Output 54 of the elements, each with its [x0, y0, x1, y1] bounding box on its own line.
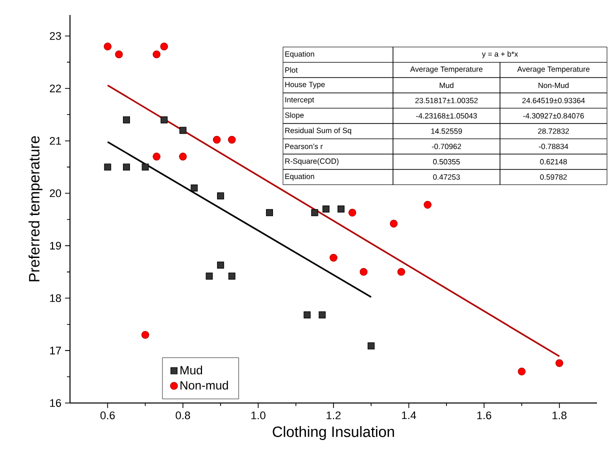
point [104, 164, 112, 171]
point [217, 262, 224, 269]
point [555, 359, 564, 368]
point [142, 164, 149, 171]
point [115, 50, 123, 58]
x-tick-label: 0.8 [176, 412, 190, 420]
y-axis-title: Preferred temperature [28, 136, 42, 282]
x-tick-label: 1.6 [477, 412, 492, 420]
point [397, 268, 406, 276]
x-tick-label: 1.2 [326, 412, 341, 420]
y-tick-label: 22 [50, 84, 61, 92]
y-tick-label: 21 [50, 137, 61, 145]
point [518, 368, 526, 376]
point [318, 311, 326, 318]
point [322, 206, 330, 212]
point [160, 42, 168, 50]
legend-label: Mud [180, 366, 202, 374]
point [228, 136, 236, 144]
point [217, 192, 224, 200]
point [160, 116, 168, 124]
x-tick-label: 0.6 [100, 412, 115, 420]
point [368, 342, 375, 350]
point [304, 311, 311, 318]
point [311, 209, 318, 216]
y-tick-label: 18 [50, 294, 62, 302]
point [424, 200, 432, 209]
point [348, 208, 356, 217]
point [390, 220, 398, 228]
point [179, 152, 187, 160]
y-tick-label: 23 [50, 32, 62, 40]
y-tick-label: 20 [50, 189, 62, 198]
point [104, 42, 112, 50]
point [228, 272, 236, 280]
point [206, 272, 213, 280]
legend-label: Non-mud [180, 380, 228, 390]
y-tick-label: 16 [50, 399, 62, 407]
point [338, 206, 345, 212]
point [141, 330, 150, 339]
point [122, 164, 130, 171]
x-tick-label: 1.0 [251, 412, 266, 420]
x-tick-label: 1.8 [552, 412, 566, 420]
point [152, 152, 160, 160]
y-tick-label: 17 [50, 346, 61, 354]
x-axis-title: Clothing Insulation [272, 426, 394, 440]
point [152, 50, 160, 58]
point [212, 136, 221, 144]
point [122, 116, 130, 124]
point [360, 268, 368, 276]
point [179, 126, 186, 134]
point [266, 209, 273, 216]
point [330, 254, 338, 262]
point [190, 184, 198, 192]
x-tick-label: 1.4 [402, 412, 416, 420]
y-tick-label: 19 [50, 242, 61, 250]
